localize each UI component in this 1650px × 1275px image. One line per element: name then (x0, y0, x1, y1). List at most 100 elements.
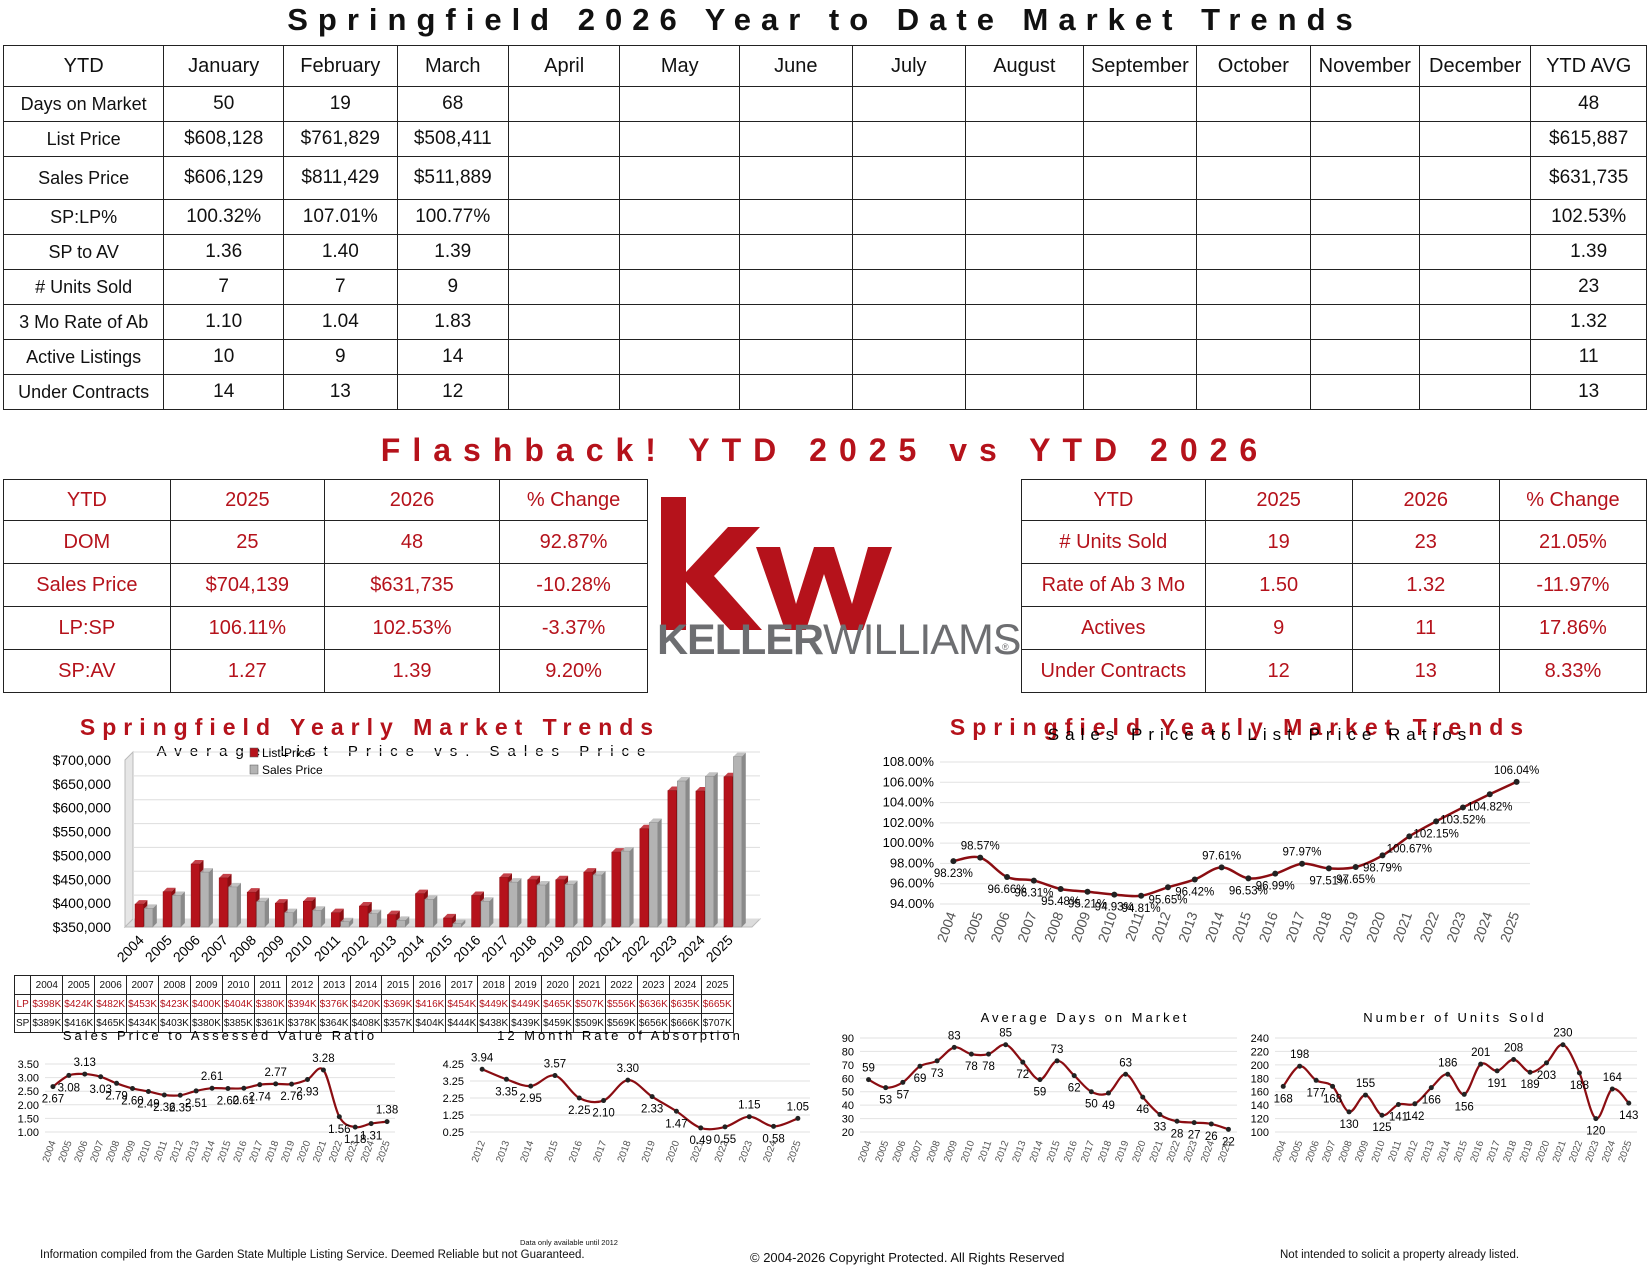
lp-row: LP $398K $424K $482K $453K $423K $400K $404K $38… (13, 994, 734, 1014)
x-tick-label: 2011 (977, 1139, 995, 1163)
data-label: 141 (1389, 1111, 1408, 1123)
list-price-bar (471, 895, 481, 928)
row-label: Sales Price (3, 563, 171, 607)
table-cell: 100.32% (163, 199, 285, 235)
data-point (900, 1079, 906, 1085)
bar-side (573, 880, 578, 927)
table-row: LP:SP 106.11% 102.53% -3.37% (3, 606, 648, 650)
data-point (1379, 852, 1386, 859)
table-cell (851, 86, 967, 122)
series-line (1282, 1043, 1630, 1120)
lp-cell: $635K (668, 994, 702, 1014)
keller-williams-logo: KELLERWILLIAMS ® (657, 497, 1022, 664)
y-tick-label: 50 (842, 1087, 854, 1099)
x-tick-label: 2020 (1534, 1139, 1552, 1164)
year-cell: 2024 (668, 975, 702, 995)
year-cell: 2011 (253, 975, 287, 995)
x-tick-label: 2011 (311, 932, 344, 965)
x-tick-label: 2023 (1584, 1139, 1602, 1164)
data-point (1164, 884, 1171, 891)
column-header: 2026 (1351, 479, 1500, 521)
data-point (225, 1085, 231, 1091)
table-cell (1082, 121, 1198, 157)
sp-cell: $439K (509, 1013, 543, 1033)
row-label: DOM (3, 520, 171, 564)
bar-side (685, 776, 690, 927)
bar-side (657, 818, 662, 927)
table-cell (1196, 199, 1311, 235)
y-tick-label: $500,000 (53, 847, 112, 863)
table-cell: 9 (396, 269, 509, 305)
year-cell: 2023 (636, 975, 670, 995)
table-cell (739, 234, 853, 270)
x-tick-label: 2022 (1416, 909, 1442, 944)
data-label: 2.61 (233, 1095, 255, 1107)
sp-cell: $465K (94, 1013, 128, 1033)
table-cell: $761,829 (283, 121, 398, 157)
table-cell: 12 (1204, 649, 1353, 693)
ytd-avg-cell: 102.53% (1530, 199, 1647, 235)
table-cell (851, 121, 967, 157)
bar-top (705, 772, 718, 777)
table-cell: $631,735 (323, 563, 501, 607)
legend-label: List Price (262, 746, 312, 760)
row-label: Under Contracts (2, 374, 165, 410)
data-label: 73 (931, 1068, 944, 1080)
data-label: 191 (1488, 1078, 1507, 1090)
compare-table-left: YTD 2025 2026% Change DOM 25 48 92.87% Sales Pr… (3, 479, 648, 693)
table-cell: 1.83 (396, 304, 509, 340)
data-point (1513, 778, 1520, 785)
data-point (576, 1095, 582, 1101)
data-point (1272, 870, 1279, 877)
x-tick-label: 2007 (1014, 909, 1040, 944)
sp-cell: $389K (30, 1013, 64, 1033)
lp-cell: $482K (94, 994, 128, 1014)
ytd-avg-cell: $615,887 (1530, 121, 1647, 157)
x-tick-label: 2008 (925, 1139, 943, 1164)
data-point (649, 1094, 655, 1100)
table-cell (1196, 304, 1311, 340)
sp-cell: $380K (189, 1013, 223, 1033)
table-cell (507, 121, 621, 157)
list-price-bar (443, 917, 453, 928)
table-cell (1196, 234, 1311, 270)
table-cell: 23 (1351, 520, 1500, 564)
table-cell (619, 86, 741, 122)
x-tick-label: 2018 (506, 932, 539, 965)
y-tick-label: 4.25 (443, 1059, 464, 1071)
lp-cell: $507K (573, 994, 606, 1014)
x-tick-label: 2008 (1337, 1139, 1355, 1164)
table-cell: -3.37% (499, 606, 648, 650)
data-label: 97.61% (1202, 850, 1241, 862)
sales-price-bar (340, 921, 350, 928)
x-tick-label: 2024 (1470, 909, 1496, 944)
data-label: 2.76 (280, 1091, 302, 1103)
list-price-bar (246, 891, 256, 928)
table-cell: -10.28% (499, 563, 648, 607)
table-cell (1418, 156, 1532, 200)
table-cell: 106.11% (169, 606, 325, 650)
table-cell (1309, 121, 1420, 157)
data-point (1527, 1069, 1533, 1075)
x-tick-label: 2017 (1079, 1139, 1097, 1164)
table-cell: 102.53% (323, 606, 501, 650)
y-tick-label: $600,000 (53, 800, 112, 816)
data-point (934, 1058, 940, 1064)
bar-side (601, 870, 606, 927)
data-point (1461, 1091, 1467, 1097)
legend-swatch (249, 764, 259, 775)
table-cell (619, 199, 741, 235)
bar-top (499, 873, 513, 878)
table-cell (739, 374, 853, 410)
table-cell (965, 374, 1084, 410)
data-label: 96.66% (988, 884, 1027, 896)
data-label: 130 (1339, 1119, 1358, 1131)
table-cell (965, 156, 1084, 200)
y-tick-label: 94.00% (890, 896, 935, 911)
bar-top (424, 895, 438, 900)
ytd-avg-cell: 13 (1530, 374, 1647, 410)
table-cell: 1.50 (1204, 563, 1353, 607)
data-label: 62 (1068, 1083, 1081, 1095)
y-tick-label: $650,000 (53, 776, 112, 792)
table-cell: 1.39 (396, 234, 509, 270)
